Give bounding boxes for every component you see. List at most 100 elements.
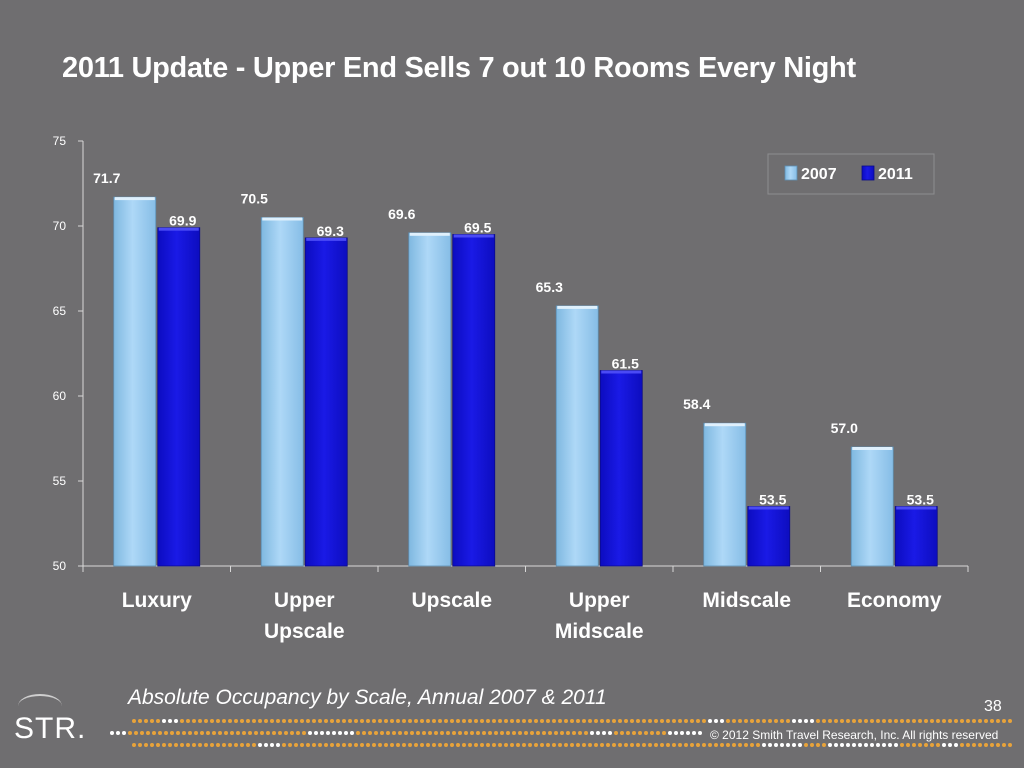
decorative-dot: [690, 743, 694, 747]
decorative-dot: [426, 719, 430, 723]
decorative-dot: [648, 719, 652, 723]
decorative-dot: [476, 731, 480, 735]
y-tick-label: 50: [53, 559, 67, 573]
bar-2011: [452, 234, 496, 567]
decorative-dot: [506, 731, 510, 735]
decorative-dot: [792, 719, 796, 723]
y-tick-label: 65: [53, 304, 67, 318]
decorative-dot: [156, 743, 160, 747]
decorative-dot: [834, 719, 838, 723]
decorative-dot: [410, 731, 414, 735]
decorative-dot: [612, 743, 616, 747]
decorative-dot: [666, 743, 670, 747]
data-label-2011: 61.5: [612, 356, 639, 372]
decorative-dot: [122, 731, 126, 735]
decorative-dot: [282, 719, 286, 723]
decorative-dot: [756, 719, 760, 723]
decorative-dot: [264, 743, 268, 747]
decorative-dot: [554, 731, 558, 735]
decorative-dot: [510, 743, 514, 747]
decorative-dot: [774, 719, 778, 723]
decorative-dot: [900, 743, 904, 747]
decorative-dot: [560, 731, 564, 735]
data-label-2011: 69.9: [169, 213, 196, 229]
decorative-dot: [1008, 719, 1012, 723]
decorative-dot: [372, 719, 376, 723]
decorative-dot: [372, 743, 376, 747]
str-logo: STR.: [14, 712, 87, 745]
decorative-dot: [558, 743, 562, 747]
decorative-dot: [300, 719, 304, 723]
decorative-dot: [266, 731, 270, 735]
bar-top-highlight: [306, 237, 347, 241]
decorative-dot: [252, 719, 256, 723]
decorative-dot: [534, 743, 538, 747]
decorative-dot: [180, 743, 184, 747]
bar-2011: [157, 227, 201, 567]
decorative-dot: [132, 743, 136, 747]
decorative-dot: [900, 719, 904, 723]
decorative-dot: [276, 719, 280, 723]
decorative-dot: [636, 743, 640, 747]
decorative-dot: [138, 743, 142, 747]
decorative-dot: [618, 743, 622, 747]
decorative-dot: [780, 743, 784, 747]
decorative-dot: [278, 731, 282, 735]
decorative-dot: [882, 719, 886, 723]
decorative-dot: [1002, 719, 1006, 723]
decorative-dot: [318, 719, 322, 723]
bar-top-highlight: [601, 370, 642, 374]
decorative-dot: [536, 731, 540, 735]
decorative-dot: [324, 743, 328, 747]
decorative-dot: [498, 743, 502, 747]
decorative-dot: [888, 719, 892, 723]
decorative-dot: [846, 743, 850, 747]
decorative-dot: [576, 743, 580, 747]
decorative-dot: [452, 731, 456, 735]
slide-title: 2011 Update - Upper End Sells 7 out 10 R…: [62, 52, 856, 84]
legend-label-2011: 2011: [878, 166, 913, 183]
bar-top-highlight: [852, 447, 893, 450]
decorative-dot: [500, 731, 504, 735]
decorative-dot: [912, 743, 916, 747]
decorative-dot: [572, 731, 576, 735]
decorative-dot: [786, 743, 790, 747]
decorative-dot: [894, 719, 898, 723]
decorative-dot: [330, 743, 334, 747]
decorative-dot: [216, 743, 220, 747]
decorative-dot: [246, 743, 250, 747]
decorative-dot: [186, 719, 190, 723]
bar-top-highlight: [557, 305, 598, 309]
decorative-dot: [162, 719, 166, 723]
decorative-dot: [432, 719, 436, 723]
decorative-dot: [564, 743, 568, 747]
data-label-2007: 69.6: [388, 206, 415, 222]
decorative-dot: [582, 743, 586, 747]
data-label-2007: 65.3: [536, 279, 563, 295]
decorative-dot: [924, 719, 928, 723]
y-tick-label: 70: [53, 219, 67, 233]
decorative-dot: [600, 719, 604, 723]
decorative-dot: [470, 731, 474, 735]
decorative-dot: [170, 731, 174, 735]
decorative-dot: [972, 743, 976, 747]
decorative-dot: [132, 719, 136, 723]
decorative-dot: [936, 743, 940, 747]
decorative-dot: [474, 743, 478, 747]
decorative-dot: [522, 743, 526, 747]
decorative-dot: [858, 743, 862, 747]
decorative-dot: [422, 731, 426, 735]
decorative-dot: [750, 719, 754, 723]
decorative-dot: [864, 743, 868, 747]
decorative-dot: [192, 743, 196, 747]
decorative-dot: [198, 743, 202, 747]
decorative-dot: [548, 731, 552, 735]
decorative-dot: [696, 743, 700, 747]
decorative-dot: [636, 719, 640, 723]
decorative-dot: [342, 719, 346, 723]
decorative-dot: [960, 743, 964, 747]
decorative-dot: [894, 743, 898, 747]
decorative-dot: [804, 743, 808, 747]
decorative-dot: [348, 719, 352, 723]
decorative-dot: [984, 743, 988, 747]
